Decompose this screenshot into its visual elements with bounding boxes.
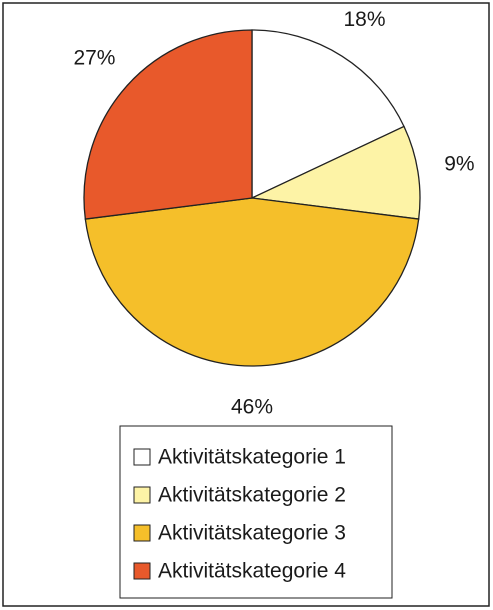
data-label: 18% [344,8,386,31]
legend-swatch [133,524,151,542]
data-label: 27% [73,47,115,70]
legend-swatch [133,486,151,504]
pie-slice [249,125,421,220]
pie-slice [84,197,420,367]
legend-label: Aktivitätskategorie 2 [158,484,346,507]
data-label: 46% [231,396,273,419]
legend-swatch [133,448,151,466]
data-label: 9% [444,153,474,176]
legend-label: Aktivitätskategorie 1 [158,446,346,469]
pie-slice [83,29,253,220]
legend-swatch [133,562,151,580]
legend-box [119,425,393,599]
legend-label: Aktivitätskategorie 4 [158,560,346,583]
legend-label: Aktivitätskategorie 3 [158,522,346,545]
pie-slice [251,29,405,200]
